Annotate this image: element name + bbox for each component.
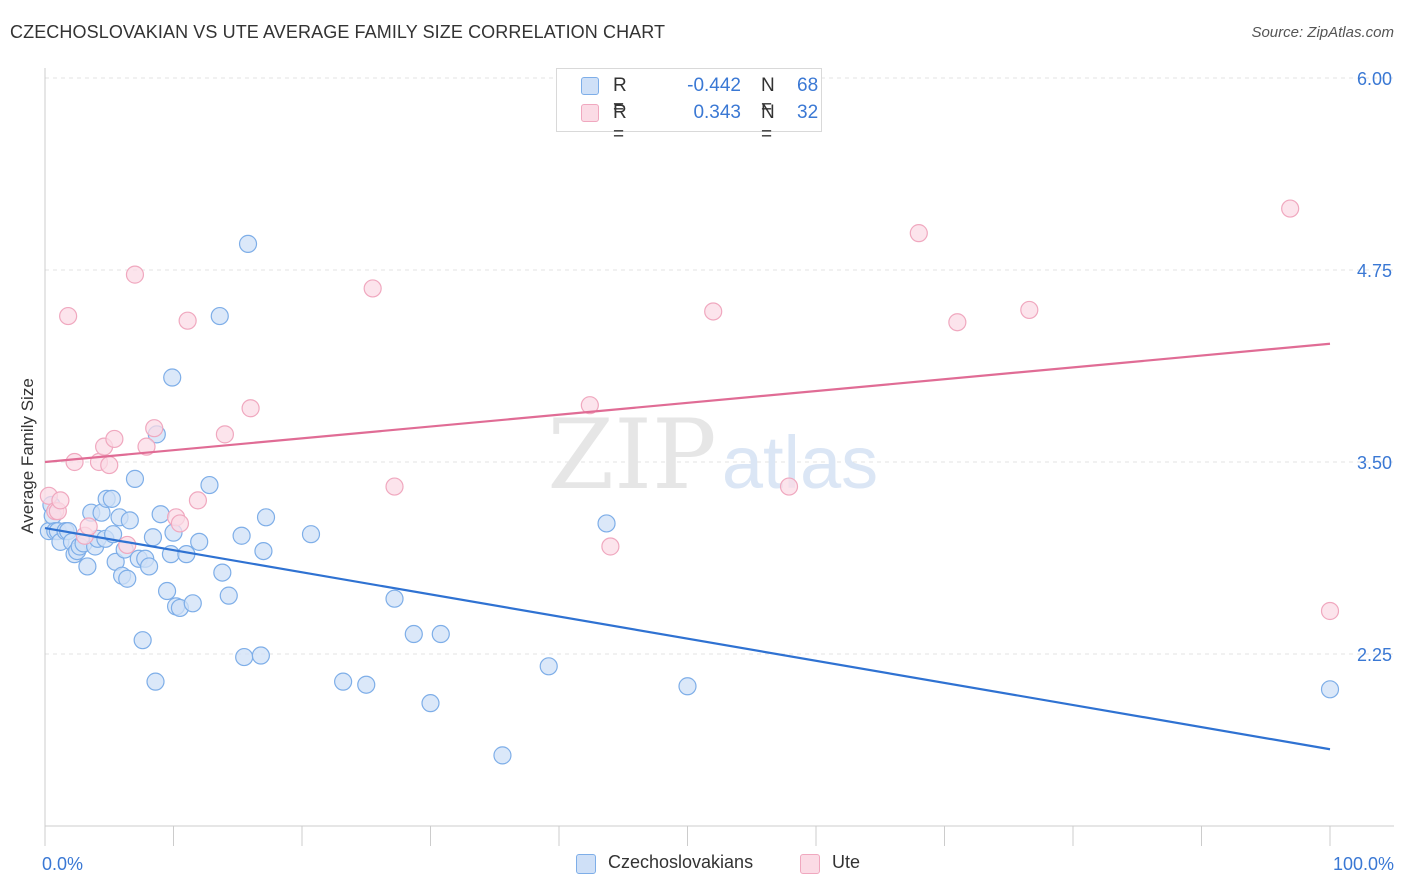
data-point-pink [363,279,382,298]
trend-line-pink [44,342,1331,464]
data-point-blue [118,569,137,588]
data-point-pink [51,491,70,510]
data-point-blue [235,647,254,667]
data-point-blue [183,594,202,613]
data-point-pink [59,306,78,326]
data-point-blue [421,694,440,713]
data-point-pink [100,455,119,475]
legend-r-label: R = [613,75,627,118]
series-label: Czechoslovakians [608,852,754,872]
y-tick-label: 6.00 [1357,69,1392,89]
data-point-blue [210,306,229,326]
data-point-pink [79,517,98,536]
trend-line-blue [44,526,1331,751]
data-point-pink [601,537,620,556]
data-point-blue [539,657,558,676]
data-point-blue [334,672,353,691]
data-point-blue [301,525,321,544]
chart-title: CZECHOSLOVAKIAN VS UTE AVERAGE FAMILY SI… [10,22,666,42]
points-layer [39,199,1340,765]
data-point-blue [143,528,163,547]
data-point-pink [178,311,197,330]
correlation-legend: R = -0.442 N = 68 R = 0.343 N = 32 [556,68,822,145]
data-point-pink [241,399,260,418]
source-label: Source: ZipAtlas.com [1251,24,1394,41]
data-point-blue [133,631,152,650]
data-point-pink [137,437,156,456]
x-tick-label: 0.0% [42,854,83,874]
data-point-pink [1281,199,1300,218]
data-point-blue [102,489,121,508]
data-point-pink [1320,601,1340,621]
y-tick-label: 3.50 [1357,453,1392,473]
watermark-zip: ZIP [547,399,716,511]
legend-n-label: N = [761,75,775,118]
legend-r-value: -0.442 [687,75,741,96]
legend-n-label: N = [761,102,775,145]
data-point-pink [580,396,599,415]
data-point-blue [597,514,616,533]
watermark: ZIP atlas [547,399,878,511]
legend-r-label: R = [613,102,627,145]
data-point-pink [1020,300,1039,320]
data-point-blue [120,511,139,530]
data-point-pink [704,302,723,321]
data-point-pink [125,265,145,284]
legend-swatch-pink [581,104,599,122]
data-point-pink [779,477,799,496]
y-tick-label: 4.75 [1357,261,1392,281]
data-point-blue [431,624,450,644]
data-point-pink [105,429,124,449]
data-point-blue [678,677,697,696]
grid-layer [45,77,1394,655]
y-tick-label: 2.25 [1357,645,1392,665]
data-point-blue [213,563,232,582]
data-point-pink [215,425,234,444]
legend-n-value: 32 [797,102,819,123]
legend-n-value: 68 [797,75,819,96]
series-swatch-blue [576,854,596,874]
data-point-blue [157,581,177,601]
data-point-blue [219,586,238,605]
data-point-blue [251,646,270,665]
data-point-pink [65,452,84,472]
data-point-blue [385,589,404,608]
data-point-blue [1320,680,1340,699]
data-point-pink [385,477,404,496]
y-axis-title: Average Family Size [18,378,37,534]
data-point-pink [909,224,928,243]
watermark-atlas: atlas [722,421,878,504]
data-point-blue [232,526,251,545]
legend-swatch-blue [581,77,599,95]
data-point-pink [145,419,164,438]
data-point-blue [78,557,97,576]
data-point-blue [151,505,170,524]
data-point-blue [125,469,145,488]
data-point-blue [493,746,512,765]
data-point-blue [254,541,273,561]
data-point-blue [139,557,159,576]
data-point-blue [163,368,182,387]
trend-layer [44,342,1331,751]
label-layer: 2.25 3.50 4.75 6.00 0.0% 100.0% [42,69,1394,874]
data-point-blue [256,508,276,527]
data-point-blue [357,675,376,694]
legend-r-value: 0.343 [693,102,741,123]
series-label: Ute [832,852,861,872]
data-point-blue [190,532,209,551]
data-point-blue [200,475,219,495]
data-point-pink [118,535,137,555]
series-swatch-pink [800,854,820,874]
data-point-blue [238,234,258,253]
data-point-pink [188,491,208,510]
axes-layer [44,68,1394,846]
data-point-pink [948,313,967,332]
data-point-blue [404,624,423,644]
data-point-blue [146,672,165,691]
x-tick-label: 100.0% [1333,854,1394,874]
data-point-pink [170,514,190,533]
